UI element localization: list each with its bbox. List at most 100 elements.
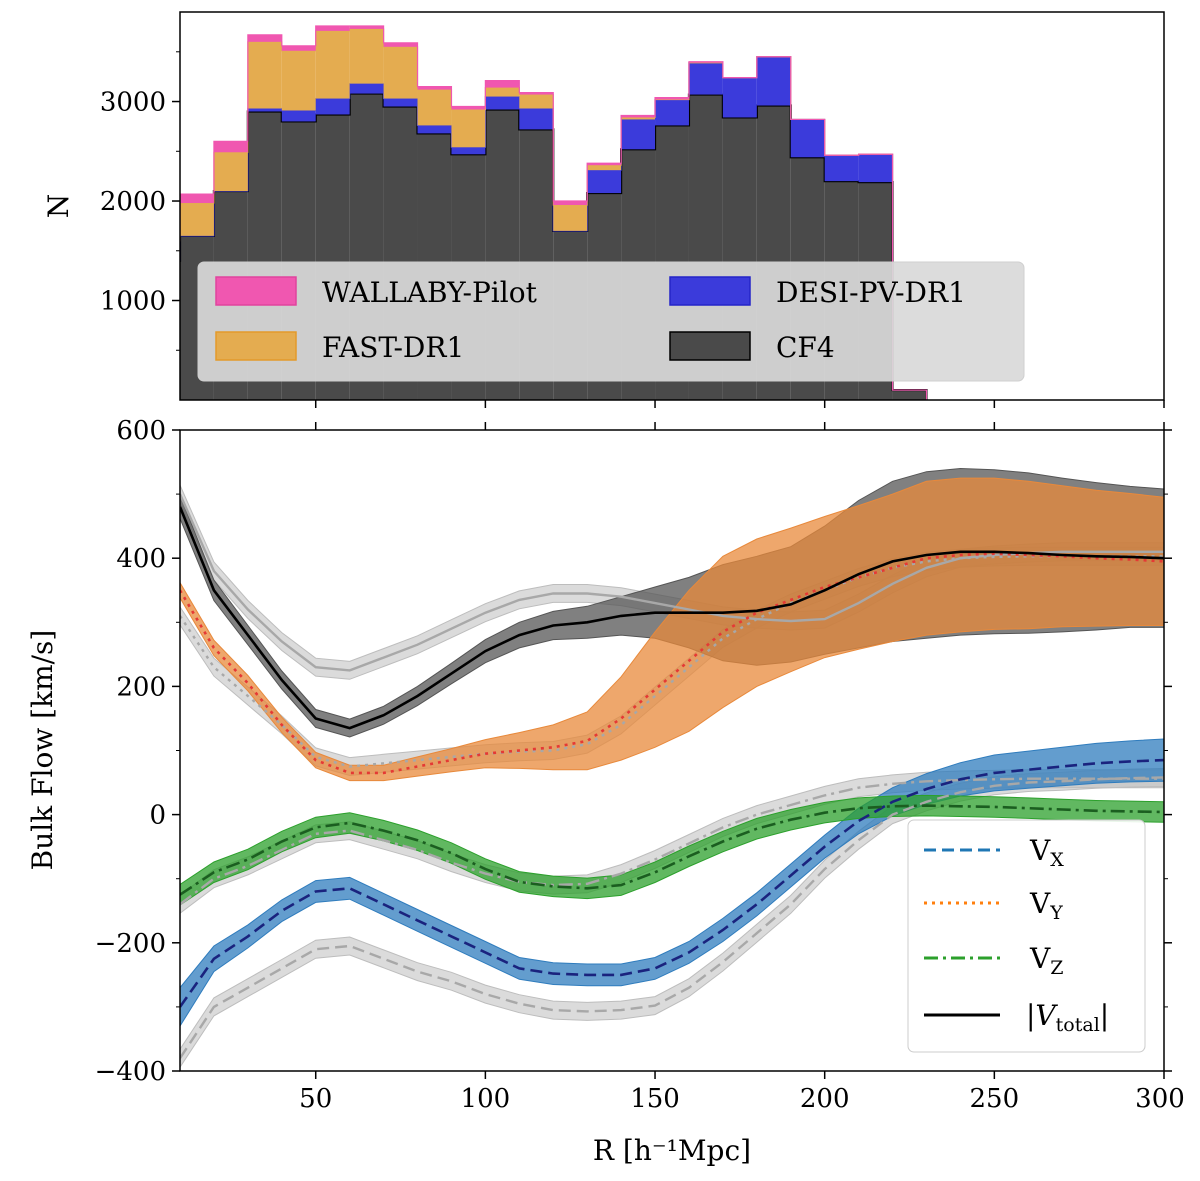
line-v-z-reference — [180, 777, 1164, 906]
bar-wallaby-pilot-4 — [281, 45, 316, 51]
band-v-z — [180, 794, 1164, 906]
histogram-frame — [179, 11, 1165, 401]
bulk-flow-y-tick-label-5: 600 — [116, 416, 166, 446]
bar-wallaby-pilot-13 — [587, 163, 622, 166]
line-v-y — [180, 552, 1164, 775]
bar-wallaby-pilot-14 — [621, 115, 656, 118]
legend-label-fast: FAST-DR1 — [322, 331, 464, 364]
bulk-flow-bands — [180, 467, 1164, 1069]
bulk-flow-lines — [180, 493, 1164, 1059]
bar-desi-pv-dr1-7 — [383, 98, 418, 107]
legend-label-wallaby: WALLABY-Pilot — [322, 276, 538, 309]
bar-fast-dr1-3 — [247, 41, 282, 109]
bulk-flow-x-tick-label-150: 150 — [630, 1084, 680, 1114]
bulk-flow-y-tick-label-0: −400 — [95, 1057, 166, 1087]
bar-fast-dr1-2 — [213, 152, 248, 192]
bulk-flow-panel: −400 −200 0 200 400 600 50 100 150 200 250 300 Bul… — [26, 416, 1185, 1167]
bar-wallaby-pilot-8 — [417, 86, 452, 90]
bar-desi-pv-dr1-19 — [790, 119, 825, 158]
bar-desi-pv-dr1-21 — [858, 154, 893, 183]
bar-wallaby-pilot-7 — [383, 42, 418, 47]
bar-fast-dr1-6 — [349, 28, 384, 84]
bar-wallaby-pilot-15 — [655, 97, 689, 100]
histogram-legend-box — [197, 261, 1025, 382]
histogram-y-ticks: 1000 2000 3000 — [100, 51, 180, 351]
bar-wallaby-pilot-9 — [451, 106, 486, 110]
bar-fast-dr1-0 — [146, 241, 180, 261]
bar-desi-pv-dr1-3 — [247, 108, 282, 112]
histogram-y-tick-label-3000: 3000 — [100, 88, 166, 118]
bar-desi-pv-dr1-6 — [349, 83, 384, 94]
bulk-flow-x-tick-label-100: 100 — [461, 1084, 511, 1114]
bar-desi-pv-dr1-4 — [281, 110, 316, 122]
bar-fast-dr1-11 — [519, 94, 554, 109]
histogram-y-label: N — [42, 194, 75, 219]
bulk-flow-x-tick-label-300: 300 — [1135, 1084, 1185, 1114]
line-v-y-reference — [180, 555, 1164, 768]
bar-desi-pv-dr1-10 — [485, 96, 520, 110]
band-v-x — [180, 738, 1164, 1028]
line-v-total — [180, 506, 1164, 730]
bar-desi-pv-dr1-13 — [587, 170, 622, 194]
bar-desi-pv-dr1-9 — [451, 147, 486, 155]
bar-wallaby-pilot-1 — [180, 194, 214, 204]
bulk-flow-legend-box — [907, 819, 1146, 1053]
legend-label-vy: VY — [1029, 887, 1063, 924]
bulk-flow-y-tick-label-1: −200 — [95, 929, 166, 959]
legend-label-cf4: CF4 — [776, 331, 835, 364]
bar-fast-dr1-8 — [417, 89, 452, 126]
legend-swatch-wallaby — [215, 276, 297, 306]
bar-fast-dr1-12 — [553, 205, 588, 231]
bar-wallaby-pilot-2 — [213, 141, 248, 153]
bar-desi-pv-dr1-16 — [688, 62, 723, 95]
bar-wallaby-pilot-10 — [485, 80, 520, 88]
bar-fast-dr1-13 — [587, 165, 622, 171]
legend-label-vtotal: |Vtotal| — [1026, 999, 1109, 1036]
bar-fast-dr1-7 — [383, 46, 418, 99]
bulk-flow-x-tick-label-200: 200 — [800, 1084, 850, 1114]
bulk-flow-legend: VX VY VZ |Vtotal| — [907, 819, 1146, 1053]
bulk-flow-y-ticks: −400 −200 0 200 400 600 — [95, 416, 1172, 1087]
bulk-flow-x-ticks: 50 100 150 200 250 300 — [299, 422, 1185, 1114]
bar-cf4-22 — [892, 390, 927, 400]
bar-desi-pv-dr1-5 — [315, 98, 350, 115]
bar-desi-pv-dr1-17 — [722, 77, 757, 118]
bar-wallaby-pilot-12 — [553, 201, 588, 206]
histogram-panel: 1000 2000 3000 N WALLABY-Pilot DESI-PV-DR1… — [42, 11, 1165, 408]
band-v-x-reference — [180, 767, 1164, 1069]
line-v-x — [180, 758, 1164, 1008]
bars-wallaby-pilot — [146, 25, 928, 400]
bar-fast-dr1-1 — [180, 203, 214, 236]
line-v-z — [180, 804, 1164, 896]
bar-wallaby-pilot-5 — [315, 25, 350, 31]
band-v-y — [180, 477, 1164, 782]
bar-wallaby-pilot-11 — [519, 92, 554, 95]
bar-wallaby-pilot-6 — [349, 25, 384, 29]
bar-desi-pv-dr1-14 — [621, 119, 656, 150]
band-v-total-reference — [180, 484, 1164, 680]
bar-fast-dr1-10 — [485, 87, 520, 97]
bar-desi-pv-dr1-11 — [519, 108, 554, 130]
bar-fast-dr1-5 — [315, 30, 350, 99]
bar-fast-dr1-9 — [451, 109, 486, 148]
histogram-legend: WALLABY-Pilot DESI-PV-DR1 FAST-DR1 CF4 — [197, 261, 1025, 382]
legend-label-desi: DESI-PV-DR1 — [776, 276, 966, 309]
bar-desi-pv-dr1-18 — [756, 56, 791, 106]
bar-wallaby-pilot-0 — [146, 235, 180, 241]
bulk-flow-y-label: Bulk Flow [km/s] — [26, 630, 59, 871]
bar-wallaby-pilot-3 — [247, 34, 282, 42]
bar-fast-dr1-14 — [621, 117, 656, 120]
bulk-flow-y-tick-label-4: 400 — [116, 544, 166, 574]
bar-desi-pv-dr1-8 — [417, 125, 452, 134]
legend-label-vx: VX — [1029, 834, 1064, 871]
bulk-flow-y-tick-label-2: 0 — [149, 801, 166, 831]
legend-swatch-cf4 — [669, 331, 751, 361]
histogram-y-tick-label-1000: 1000 — [100, 287, 166, 317]
bar-cf4-0 — [146, 261, 180, 400]
bulk-flow-y-tick-label-3: 200 — [116, 672, 166, 702]
bulk-flow-x-tick-label-250: 250 — [970, 1084, 1020, 1114]
bar-desi-pv-dr1-20 — [824, 155, 859, 182]
line-v-x-reference — [180, 776, 1164, 1059]
legend-label-vz: VZ — [1029, 942, 1063, 979]
